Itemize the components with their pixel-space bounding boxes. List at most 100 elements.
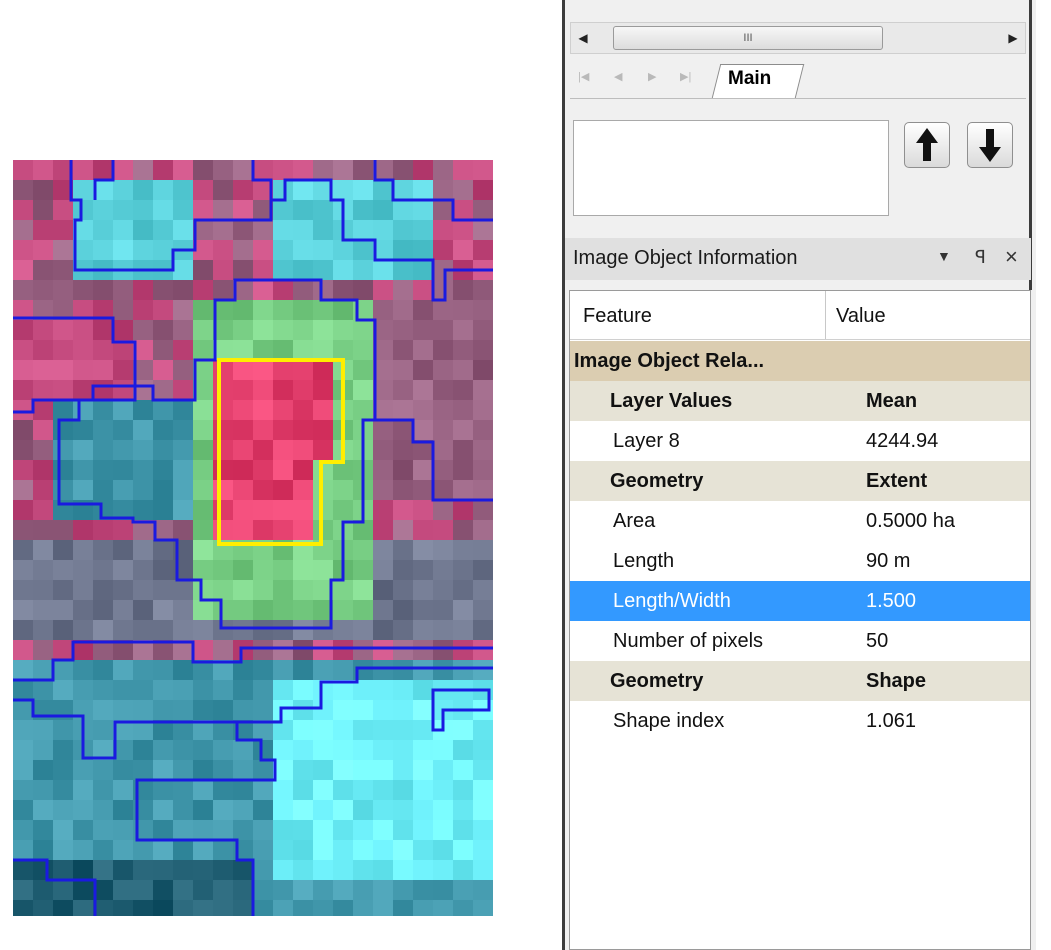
image-pixel (453, 640, 473, 660)
image-pixel (33, 620, 53, 640)
image-pixel (113, 300, 133, 320)
segment-boundary (431, 688, 491, 732)
image-pixel (173, 280, 193, 300)
horizontal-scrollbar[interactable]: ◀ III ▶ (570, 22, 1026, 54)
image-pixel (93, 580, 113, 600)
image-pixel (393, 480, 413, 500)
image-pixel (433, 280, 453, 300)
image-pixel (113, 860, 133, 880)
table-row[interactable]: Geometry Extent (570, 461, 1030, 501)
image-pixel (333, 800, 353, 820)
table-row-selected[interactable]: Length/Width 1.500 (570, 581, 1030, 621)
scrollbar-thumb[interactable]: III (613, 26, 883, 50)
image-pixel (93, 600, 113, 620)
image-pixel (73, 460, 93, 480)
prev-tab-icon[interactable]: ◀ (614, 71, 623, 83)
image-pixel (53, 880, 73, 900)
image-pixel (393, 880, 413, 900)
column-header-value[interactable]: Value (836, 305, 886, 327)
image-pixel (313, 720, 333, 740)
image-pixel (373, 440, 393, 460)
image-pixel (253, 700, 273, 720)
move-up-button[interactable] (904, 122, 950, 168)
image-pixel (313, 320, 333, 340)
table-row[interactable]: Layer 8 4244.94 (570, 421, 1030, 461)
segmentation-image-view[interactable] (13, 160, 493, 916)
image-pixel (373, 840, 393, 860)
image-pixel (153, 700, 173, 720)
image-pixel (153, 240, 173, 260)
image-pixel (133, 400, 153, 420)
image-pixel (93, 620, 113, 640)
image-pixel (153, 540, 173, 560)
image-pixel (33, 280, 53, 300)
image-pixel (173, 680, 193, 700)
image-pixel (113, 360, 133, 380)
image-pixel (293, 640, 313, 660)
image-pixel (333, 280, 353, 300)
image-pixel (433, 860, 453, 880)
image-pixel (113, 280, 133, 300)
image-pixel (433, 740, 453, 760)
dropdown-icon[interactable]: ▼ (937, 248, 951, 264)
image-pixel (113, 760, 133, 780)
last-tab-icon[interactable]: ▶| (680, 71, 692, 83)
image-pixel (373, 340, 393, 360)
table-row[interactable]: Image Object Rela... (570, 341, 1030, 381)
image-pixel (393, 800, 413, 820)
next-tab-icon[interactable]: ▶ (648, 71, 657, 83)
table-row[interactable]: Shape index 1.061 (570, 701, 1030, 741)
image-pixel (293, 520, 313, 540)
image-pixel (113, 240, 133, 260)
image-pixel (33, 800, 53, 820)
close-icon[interactable]: × (1005, 244, 1018, 269)
image-pixel (233, 260, 253, 280)
image-pixel (193, 440, 213, 460)
image-pixel (193, 260, 213, 280)
column-divider[interactable] (825, 291, 826, 339)
table-row[interactable]: Number of pixels 50 (570, 621, 1030, 661)
image-pixel (193, 280, 213, 300)
scroll-left-icon[interactable]: ◀ (578, 31, 588, 45)
image-pixel (313, 780, 333, 800)
move-down-button[interactable] (967, 122, 1013, 168)
image-pixel (433, 760, 453, 780)
image-pixel (473, 460, 493, 480)
image-pixel (333, 900, 353, 916)
table-row[interactable]: Area 0.5000 ha (570, 501, 1030, 541)
image-pixel (373, 460, 393, 480)
image-pixel (13, 500, 33, 520)
image-pixel (233, 220, 253, 240)
image-pixel (73, 300, 93, 320)
image-pixel (133, 220, 153, 240)
table-row[interactable]: Length 90 m (570, 541, 1030, 581)
image-pixel (53, 200, 73, 220)
description-textbox[interactable] (573, 120, 889, 216)
column-header-feature[interactable]: Feature (583, 305, 652, 327)
table-row[interactable]: Layer Values Mean (570, 381, 1030, 421)
image-pixel (73, 800, 93, 820)
image-pixel (173, 780, 193, 800)
first-tab-icon[interactable]: |◀ (578, 71, 590, 83)
image-pixel (113, 160, 133, 180)
image-pixel (193, 580, 213, 600)
image-pixel (173, 580, 193, 600)
image-pixel (293, 360, 313, 380)
image-pixel (73, 560, 93, 580)
image-pixel (293, 680, 313, 700)
image-pixel (393, 720, 413, 740)
image-pixel (453, 280, 473, 300)
image-pixel (293, 200, 313, 220)
scroll-right-icon[interactable]: ▶ (1008, 31, 1018, 45)
feature-name: Layer 8 (613, 430, 680, 452)
image-pixel (333, 840, 353, 860)
table-row[interactable]: Geometry Shape (570, 661, 1030, 701)
image-pixel (213, 560, 233, 580)
image-pixel (13, 860, 33, 880)
image-pixel (93, 280, 113, 300)
pin-icon[interactable]: ꟼ (975, 247, 986, 267)
image-pixel (133, 240, 153, 260)
image-pixel (373, 780, 393, 800)
image-pixel (273, 420, 293, 440)
image-pixel (293, 880, 313, 900)
